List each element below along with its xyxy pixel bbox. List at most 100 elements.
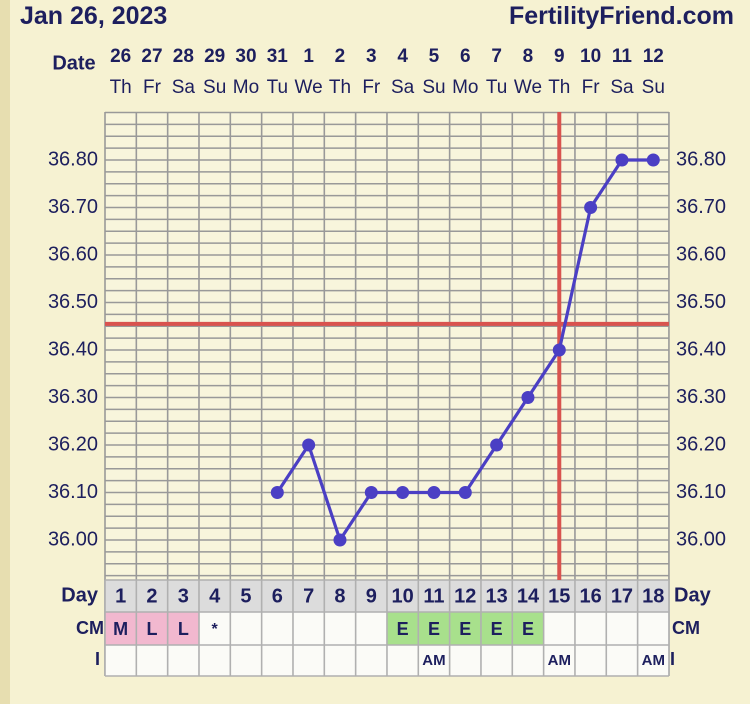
weekday-label: Th — [110, 77, 132, 98]
weekday-label: Th — [548, 77, 570, 98]
cycle-day-label: 6 — [272, 585, 283, 607]
cycle-day-label: 4 — [209, 585, 221, 607]
weekday-label: Su — [642, 77, 665, 98]
cm-row-label: CM — [76, 618, 104, 638]
y-tick-label-right: 36.60 — [676, 243, 726, 265]
y-tick-label-left: 36.40 — [48, 338, 98, 360]
y-tick-label-right: 36.70 — [676, 196, 726, 218]
temperature-point[interactable] — [333, 533, 347, 547]
weekday-label: We — [295, 77, 323, 98]
y-tick-label-right: 36.50 — [676, 291, 726, 313]
y-tick-label-right: 36.20 — [676, 433, 726, 455]
date-label: 9 — [554, 46, 565, 67]
cm-cell-egg_white — [449, 612, 481, 645]
y-tick-label-left: 36.10 — [48, 481, 98, 503]
cm-value: M — [113, 619, 128, 639]
intercourse-value: AM — [548, 652, 571, 669]
date-label: 6 — [460, 46, 471, 67]
cycle-day-label: 16 — [579, 585, 601, 607]
date-label: 3 — [366, 46, 377, 67]
cycle-day-label: 11 — [423, 585, 444, 607]
i-row-label: I — [95, 649, 100, 669]
y-tick-label-right: 36.10 — [676, 481, 726, 503]
cycle-day-label: 3 — [178, 585, 189, 607]
date-label: 4 — [397, 46, 408, 67]
cycle-day-label: 13 — [486, 585, 508, 607]
date-label: 28 — [173, 46, 194, 67]
cycle-day-label: 7 — [303, 585, 314, 607]
temperature-point[interactable] — [521, 391, 535, 404]
y-tick-label-left: 36.00 — [48, 528, 98, 550]
date-label: 8 — [523, 46, 534, 67]
temperature-point[interactable] — [270, 486, 284, 499]
cm-cell-egg_white — [418, 612, 450, 645]
cm-cell-egg_white — [386, 612, 419, 645]
site-name[interactable]: FertilityFriend.com — [508, 2, 734, 30]
cycle-day-label: 1 — [115, 585, 126, 607]
date-label: 30 — [235, 46, 256, 67]
cm-value: E — [428, 619, 440, 639]
y-tick-label-left: 36.50 — [48, 291, 98, 313]
weekday-label: Th — [329, 77, 351, 98]
y-tick-label-right: 36.40 — [676, 338, 726, 360]
temperature-point[interactable] — [427, 486, 441, 499]
weekday-label: Sa — [172, 77, 196, 98]
weekday-label: Mo — [233, 77, 259, 98]
cycle-day-label: 14 — [517, 585, 540, 607]
temperature-point[interactable] — [584, 201, 598, 214]
intercourse-value: AM — [422, 652, 445, 669]
weekday-label: Su — [422, 77, 445, 98]
date-label: 1 — [303, 46, 314, 67]
cycle-day-label: 9 — [366, 585, 377, 607]
temperature-point[interactable] — [364, 486, 378, 499]
cycle-day-label: 5 — [240, 585, 251, 607]
temperature-point[interactable] — [646, 153, 660, 167]
cycle-day-label: 8 — [334, 585, 345, 607]
cm-cell-menses — [167, 612, 199, 645]
date-label: 12 — [643, 46, 664, 67]
temperature-point[interactable] — [615, 153, 629, 167]
y-tick-label-left: 36.70 — [48, 196, 98, 218]
weekday-label: Sa — [610, 77, 634, 98]
temperature-point[interactable] — [552, 343, 566, 357]
date-label: 29 — [204, 46, 225, 67]
y-tick-label-left: 36.80 — [48, 148, 98, 170]
cycle-day-label: 10 — [392, 585, 414, 607]
date-label: 26 — [110, 46, 131, 67]
cycle-day-label: 18 — [642, 585, 664, 607]
temperature-point[interactable] — [396, 486, 410, 499]
cycle-day-label: 15 — [548, 585, 570, 607]
date-label: 2 — [335, 46, 346, 67]
y-tick-label-right: 36.00 — [676, 528, 726, 550]
temperature-point[interactable] — [458, 486, 472, 499]
cm-value: E — [397, 619, 409, 639]
date-label: 11 — [612, 46, 633, 67]
date-label: 31 — [267, 46, 289, 67]
intercourse-value: AM — [642, 652, 665, 669]
cycle-day-label: 12 — [454, 585, 476, 607]
weekday-label: Tu — [267, 77, 288, 98]
cm-row-label-right: CM — [672, 618, 700, 638]
y-tick-label-left: 36.30 — [48, 386, 98, 408]
weekday-label: Sa — [391, 77, 415, 98]
weekday-label: Mo — [452, 77, 478, 98]
temperature-point[interactable] — [490, 438, 504, 452]
date-label: 10 — [580, 46, 601, 67]
weekday-label: We — [514, 77, 542, 98]
cm-cell-egg_white — [480, 612, 513, 645]
chart-date: Jan 26, 2023 — [20, 2, 168, 30]
y-tick-label-left: 36.20 — [48, 433, 98, 455]
cm-cell-menses — [105, 612, 137, 645]
y-tick-label-right: 36.30 — [676, 386, 726, 408]
cm-value: L — [178, 619, 189, 639]
y-tick-label-left: 36.60 — [48, 243, 98, 265]
temperature-point[interactable] — [302, 438, 316, 452]
cm-value: * — [212, 621, 219, 638]
cm-cell-egg_white — [512, 612, 544, 645]
day-row-label: Day — [61, 584, 99, 606]
date-label: 27 — [141, 46, 162, 67]
date-row-label: Date — [52, 52, 95, 74]
cycle-day-label: 2 — [146, 585, 157, 607]
